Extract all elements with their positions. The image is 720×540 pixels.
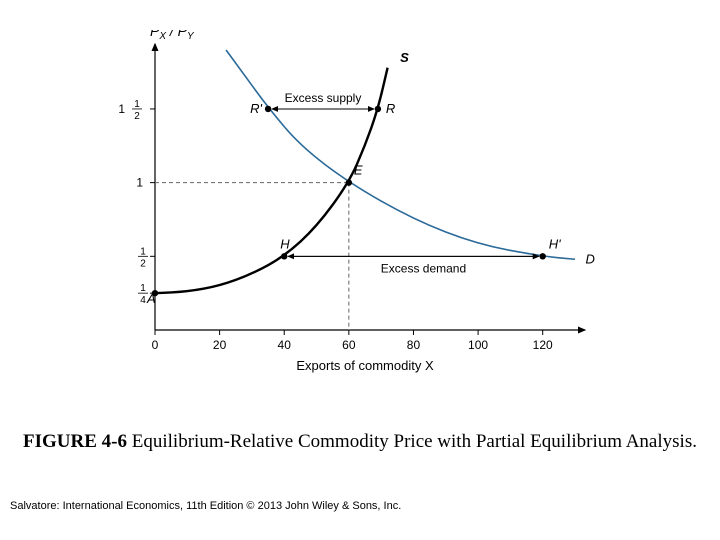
svg-text:R': R' — [250, 101, 262, 116]
svg-text:D: D — [585, 251, 594, 266]
svg-text:H: H — [280, 236, 290, 251]
svg-text:2: 2 — [134, 111, 140, 122]
figure-caption-text: Equilibrium-Relative Commodity Price wit… — [127, 431, 697, 452]
svg-text:20: 20 — [213, 338, 227, 352]
svg-text:1: 1 — [118, 102, 125, 116]
svg-text:A: A — [146, 291, 156, 306]
svg-text:80: 80 — [407, 338, 421, 352]
svg-text:1: 1 — [140, 283, 146, 294]
svg-text:E: E — [354, 163, 363, 178]
credit-line: Salvatore: International Economics, 11th… — [10, 500, 401, 512]
svg-text:0: 0 — [152, 338, 159, 352]
svg-text:PX / PY: PX / PY — [150, 30, 195, 42]
svg-text:2: 2 — [140, 258, 146, 269]
svg-text:1: 1 — [134, 99, 140, 110]
svg-text:S: S — [400, 50, 409, 65]
figure-caption: FIGURE 4-6 Equilibrium-Relative Commodit… — [0, 430, 720, 455]
svg-text:Excess demand: Excess demand — [381, 261, 466, 275]
svg-text:R: R — [386, 101, 395, 116]
svg-text:60: 60 — [342, 338, 356, 352]
svg-text:1: 1 — [136, 176, 143, 190]
svg-text:H': H' — [549, 236, 561, 251]
svg-text:Excess supply: Excess supply — [285, 91, 362, 105]
equilibrium-chart: 02040608010012014121112PX / PYExports of… — [95, 30, 615, 390]
svg-text:4: 4 — [140, 295, 146, 306]
figure-label: FIGURE 4-6 — [23, 431, 127, 452]
svg-text:1: 1 — [140, 246, 146, 257]
svg-text:100: 100 — [468, 338, 488, 352]
svg-text:40: 40 — [278, 338, 292, 352]
svg-text:Exports of commodity X: Exports of commodity X — [296, 358, 434, 373]
svg-text:120: 120 — [533, 338, 553, 352]
